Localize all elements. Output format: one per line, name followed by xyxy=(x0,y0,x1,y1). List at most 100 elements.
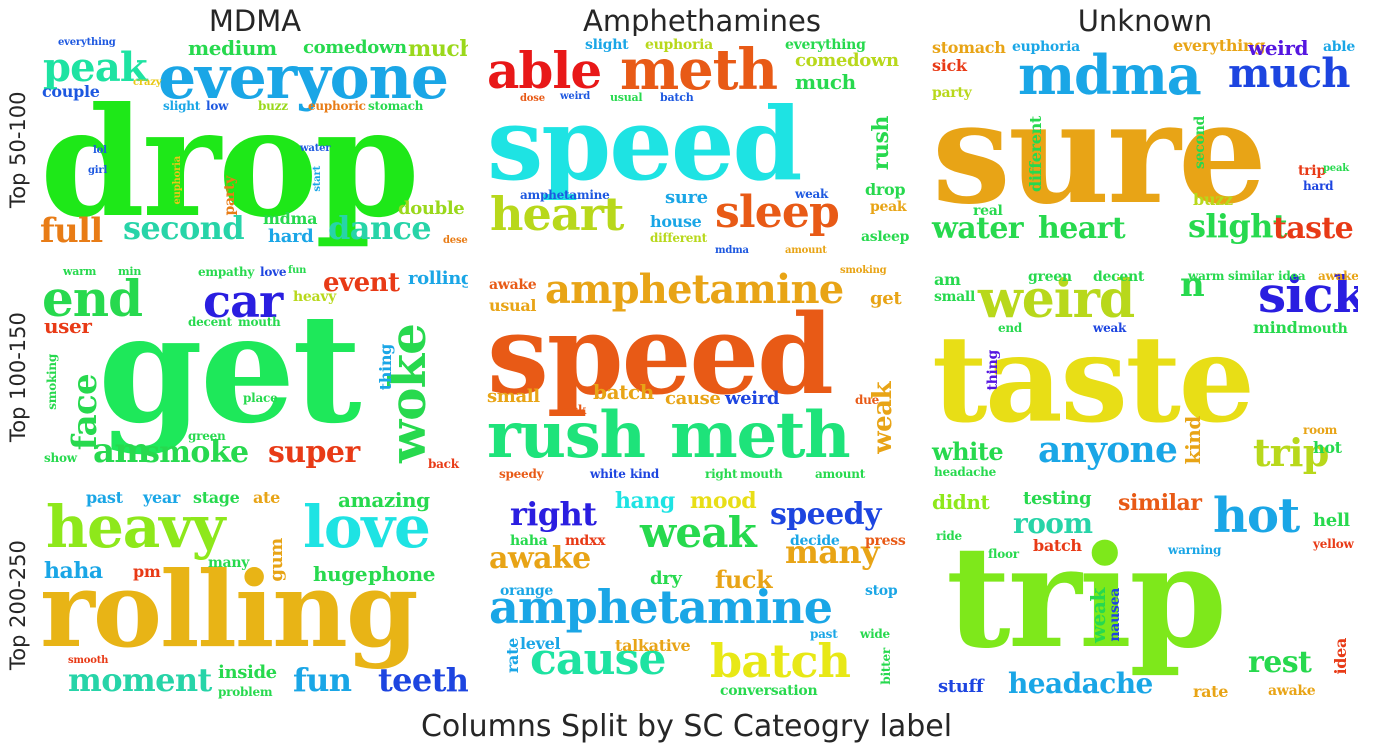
cloud-word: end xyxy=(998,321,1023,335)
cloud-word: euphoria xyxy=(1012,39,1080,55)
cloud-word: smooth xyxy=(68,655,109,666)
cloud-word: smoking xyxy=(45,354,59,410)
cloud-word: meth xyxy=(620,37,778,103)
cloud-word: decent xyxy=(188,315,232,329)
cloud-word: get xyxy=(870,288,902,309)
cloud-word: smoking xyxy=(840,265,887,276)
cloud-word: kind xyxy=(630,467,660,481)
cloud-word: drop xyxy=(865,180,906,199)
cloud-word: awake xyxy=(1318,269,1358,283)
cloud-word: am xyxy=(93,431,150,471)
cloud-word: mdxx xyxy=(565,533,606,549)
cloud-word: similar xyxy=(1228,269,1274,283)
cloud-word: event xyxy=(323,268,400,298)
cloud-word: love xyxy=(260,265,287,279)
word-cloud-r1-c2: taste weird sick n anyone trip white headache gr… xyxy=(928,264,1358,482)
cloud-word: meth xyxy=(670,398,851,473)
cloud-word: mind xyxy=(1253,318,1298,337)
column-title-unknown: Unknown xyxy=(1077,4,1213,38)
cloud-word: able xyxy=(487,41,602,100)
cloud-word: second xyxy=(1192,116,1208,169)
cloud-word: batch xyxy=(593,380,654,404)
cloud-word: anyone xyxy=(1038,429,1178,471)
cloud-word: crazy xyxy=(133,77,162,88)
cloud-word: batch xyxy=(710,634,851,688)
cloud-word: peak xyxy=(43,44,148,91)
cloud-word: car xyxy=(203,274,283,328)
cloud-word: trip xyxy=(946,516,1227,680)
cloud-word: green xyxy=(188,429,226,443)
cloud-word: party xyxy=(932,85,972,101)
cloud-word: inside xyxy=(218,662,277,683)
cloud-word: cause xyxy=(665,388,721,409)
cloud-word: warm xyxy=(63,265,97,278)
cloud-word: end xyxy=(42,269,143,328)
cloud-word: thing xyxy=(376,344,395,391)
row-label-top-200-250: Top 200-250 xyxy=(6,540,30,670)
cloud-word: dose xyxy=(520,93,545,104)
word-cloud-r1-c1: speed amphetamine rush meth batch small cause w… xyxy=(485,264,915,482)
cloud-word: weird xyxy=(978,269,1135,330)
cloud-word: huge xyxy=(313,562,368,586)
cloud-word: warm xyxy=(1188,269,1225,283)
cloud-word: stage xyxy=(193,488,240,507)
cloud-word: amount xyxy=(785,245,827,255)
cloud-word: didnt xyxy=(932,490,990,514)
column-title-amphetamines: Amphethamines xyxy=(583,4,821,38)
cloud-word: small xyxy=(487,386,540,407)
cloud-word: different xyxy=(1026,116,1045,192)
cloud-word: get xyxy=(98,281,362,457)
cloud-word: second xyxy=(123,209,245,247)
cloud-word: mood xyxy=(690,488,757,514)
cloud-word: problem xyxy=(218,685,273,699)
cloud-word: phone xyxy=(368,562,436,586)
cloud-word: rush xyxy=(868,116,894,171)
cloud-word: sick xyxy=(1258,265,1358,324)
cloud-word: fun xyxy=(288,265,307,276)
cloud-word: everything xyxy=(785,37,866,53)
cloud-word: sick xyxy=(560,403,586,417)
cloud-word: mdma xyxy=(715,245,749,255)
cloud-word: hard xyxy=(1303,179,1334,193)
cloud-word: hell xyxy=(1313,510,1350,531)
cloud-word: weak xyxy=(795,187,829,201)
cloud-word: couple xyxy=(42,82,100,101)
cloud-word: stomach xyxy=(368,99,424,113)
cloud-word: euphoria xyxy=(172,156,183,205)
cloud-word: water xyxy=(932,211,1024,246)
cloud-word: stomach xyxy=(932,38,1006,57)
cloud-word: dese xyxy=(443,235,468,246)
cloud-word: decent xyxy=(1093,269,1145,285)
cloud-word: weak xyxy=(640,508,757,557)
cloud-word: right xyxy=(510,495,597,533)
word-cloud-r2-c2: trip hot room similar didnt testing batch hell y… xyxy=(928,488,1358,706)
cloud-word: peak xyxy=(870,199,907,215)
cloud-word: sick xyxy=(932,56,967,75)
cloud-word: everyone xyxy=(158,43,449,113)
cloud-word: lol xyxy=(93,145,107,156)
cloud-word: trip xyxy=(1298,163,1326,179)
cloud-word: usual xyxy=(610,91,643,104)
cloud-word: floor xyxy=(988,547,1019,561)
cloud-word: white xyxy=(590,467,626,481)
cloud-word: headache xyxy=(934,465,997,479)
cloud-word: euphoric xyxy=(308,99,366,113)
cloud-word: rolling xyxy=(408,268,468,289)
x-axis-label: Columns Split by SC Cateogry label xyxy=(420,709,953,744)
cloud-word: rush xyxy=(487,398,646,473)
cloud-word: empathy xyxy=(198,265,255,279)
cloud-word: past xyxy=(86,488,123,507)
cloud-word: moment xyxy=(68,661,212,699)
cloud-word: asleep xyxy=(861,229,910,245)
cloud-word: small xyxy=(934,289,976,305)
cloud-word: buzz xyxy=(1193,190,1233,209)
cloud-word: idea xyxy=(1331,638,1350,675)
cloud-word: weird xyxy=(560,91,591,102)
cloud-word: amazing xyxy=(338,488,430,512)
cloud-word: right xyxy=(705,467,738,481)
cloud-word: usual xyxy=(489,296,537,315)
column-title-mdma: MDMA xyxy=(208,4,302,38)
cloud-word: sure xyxy=(932,72,1267,236)
cloud-word: girl xyxy=(88,165,108,176)
cloud-word: weak xyxy=(1086,588,1110,644)
